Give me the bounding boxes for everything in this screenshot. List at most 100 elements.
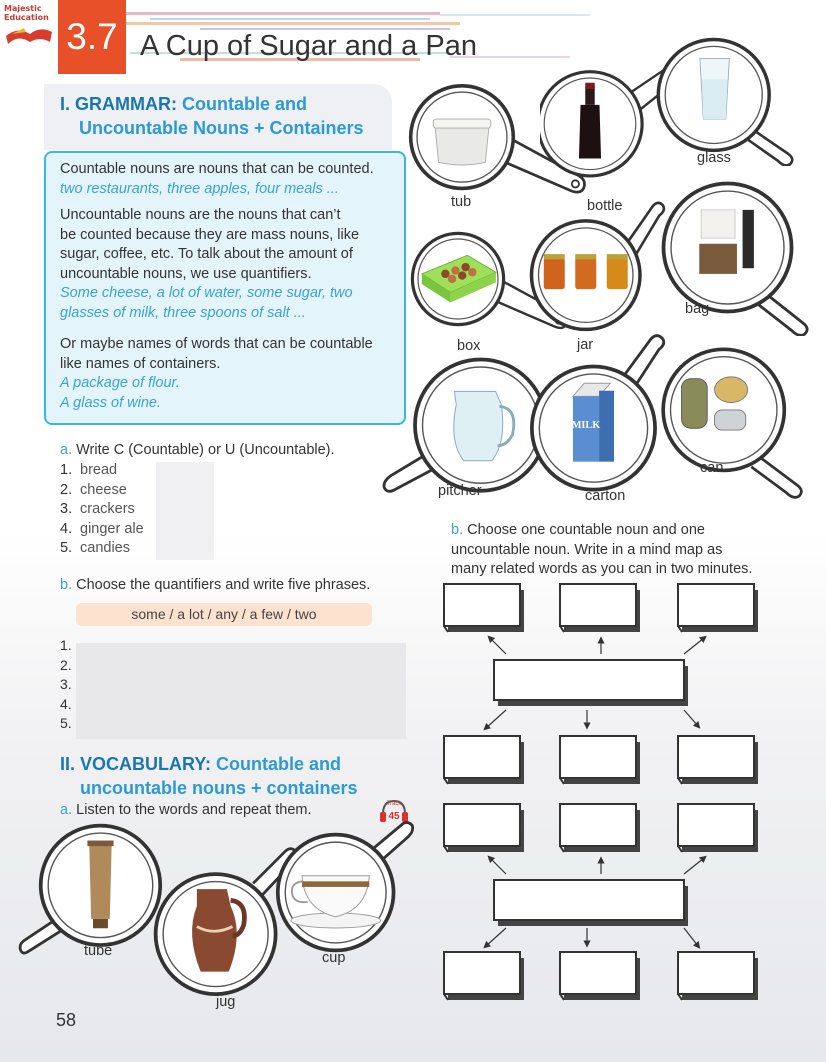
line-number: 1. [60, 637, 72, 653]
label-glass: glass [697, 150, 731, 166]
quantifier-bank: some / a lot / any / a few / two [76, 603, 372, 626]
label-tub: tub [451, 194, 472, 210]
pan-tube [18, 823, 163, 955]
pan-tub [408, 78, 588, 198]
vocabulary-heading-bold: II. VOCABULARY: [60, 754, 211, 774]
page-title: A Cup of Sugar and a Pan [140, 30, 477, 62]
exercise-letter: b. [60, 577, 73, 593]
list-item: 1. bread [60, 462, 118, 478]
pan-bag [661, 181, 809, 336]
bag-icon [699, 209, 754, 274]
vocabulary-heading-rest: Countable and [216, 754, 342, 774]
tub-icon [432, 118, 492, 166]
jar-icon [543, 254, 628, 290]
exercise-b-instruction: b. Choose the quantifiers and write five… [60, 577, 370, 593]
label-tube: tube [84, 943, 113, 959]
label-carton: carton [585, 488, 626, 504]
mind-map-box[interactable] [443, 735, 525, 785]
mind-map-line: many related words as you can in two min… [451, 561, 753, 577]
phrase-answer-area[interactable] [76, 643, 406, 739]
label-cup: cup [322, 950, 346, 966]
logo-line1: Majestic [4, 4, 42, 13]
tube-icon [87, 840, 114, 929]
label-box: box [457, 338, 481, 354]
p1-example: two restaurants, three apples, four meal… [60, 180, 339, 197]
vocabulary-heading-line2: uncountable nouns + containers [80, 778, 358, 798]
grammar-paragraph-2: Uncountable nouns are the nouns that can… [60, 206, 400, 323]
pan-can [661, 347, 803, 499]
audio-track-icon[interactable]: Track 45 [378, 796, 410, 826]
mind-map-box[interactable] [677, 803, 759, 853]
header-stripes [120, 12, 590, 61]
mind-map-box[interactable] [443, 583, 525, 633]
pan-box [410, 231, 569, 330]
p2-example: glasses of milk, three spoons of salt ..… [60, 304, 306, 321]
p3-line: Or maybe names of words that can be coun… [60, 336, 373, 352]
publisher-logo: Majestic Education [4, 4, 56, 60]
list-item: 4. ginger ale [60, 520, 144, 537]
grammar-paragraph-1: Countable nouns are nouns that can be co… [60, 160, 400, 199]
vocabulary-a-instruction: a. Listen to the words and repeat them. [60, 802, 312, 818]
logo-line2: Education [4, 13, 49, 22]
mind-map-center-box[interactable] [493, 659, 689, 707]
mind-map-line: Choose one countable noun and one [467, 522, 705, 538]
carton-milk-text: MILK [572, 420, 601, 431]
mind-map-box[interactable] [559, 583, 641, 633]
p3-line: like names of containers. [60, 355, 221, 372]
exercise-letter: b. [451, 522, 464, 538]
pan-pitcher [382, 357, 549, 493]
answer-column[interactable] [156, 462, 214, 560]
grammar-heading-rest: Countable and [182, 94, 307, 114]
exercise-letter: a. [60, 802, 73, 818]
mind-map-diagram [443, 583, 759, 1001]
mind-map-box[interactable] [677, 735, 759, 785]
vocabulary-heading: II. VOCABULARY: Countable and uncountabl… [60, 752, 358, 800]
cup-icon [290, 875, 381, 929]
line-number: 2. [60, 656, 72, 673]
pan-glass [656, 37, 794, 166]
grammar-heading-bold: I. GRAMMAR: [60, 94, 177, 114]
p3-example: A glass of wine. [60, 394, 162, 411]
pan-cup [275, 821, 415, 953]
lesson-number: 3.7 [58, 0, 126, 74]
mind-map-box[interactable] [677, 583, 759, 633]
p2-line: be counted because they are mass nouns, … [60, 226, 360, 243]
bottle-icon [578, 82, 602, 159]
mind-map-box[interactable] [559, 735, 641, 785]
mind-map-box[interactable] [443, 803, 525, 853]
mind-map-instruction: b. Choose one countable noun and one unc… [451, 521, 791, 580]
p1-text: Countable nouns are nouns that can be co… [60, 161, 374, 177]
exercise-a-list: 1. bread 2. cheese 3. crackers 4. ginger ale… [60, 461, 144, 559]
p2-line: Uncountable nouns are the nouns that can… [60, 207, 341, 223]
pitcher-icon [453, 390, 516, 462]
line-number: 5. [60, 715, 72, 731]
p2-line: uncountable nouns, we use quantifiers. [60, 265, 312, 282]
p2-example: Some cheese, a lot of water, some sugar,… [60, 285, 353, 301]
line-number: 4. [60, 695, 72, 712]
phrase-numbers: 1. 2. 3. 4. 5. [60, 636, 72, 734]
mind-map-box[interactable] [559, 951, 641, 1001]
pan-carton: MILK [530, 334, 666, 492]
mind-map-box[interactable] [559, 803, 641, 853]
p2-line: sugar, coffee, etc. To talk about the am… [60, 246, 353, 262]
jug-icon [192, 889, 247, 972]
glass-icon [699, 58, 730, 120]
mind-map-box[interactable] [677, 951, 759, 1001]
list-item: 5. candies [60, 540, 130, 556]
mind-map-box[interactable] [443, 951, 525, 1001]
list-item: 2. cheese [60, 481, 127, 498]
track-label: Track [387, 801, 403, 807]
exercise-text: Choose the quantifiers and write five ph… [76, 577, 371, 593]
mind-map-center-box[interactable] [493, 879, 689, 927]
list-item: 3. crackers [60, 501, 135, 517]
pan-jar [529, 201, 666, 332]
mind-map-line: uncountable noun. Write in a mind map as [451, 541, 723, 558]
line-number: 3. [60, 676, 72, 692]
exercise-text: Listen to the words and repeat them. [76, 802, 312, 818]
grammar-paragraph-3: Or maybe names of words that can be coun… [60, 335, 400, 413]
carton-icon: MILK [572, 382, 614, 462]
grammar-heading-panel [44, 84, 392, 150]
track-number: 45 [388, 811, 400, 822]
grammar-heading: I. GRAMMAR: Countable and Uncountable No… [60, 92, 364, 140]
logo-book-icon [6, 28, 52, 44]
